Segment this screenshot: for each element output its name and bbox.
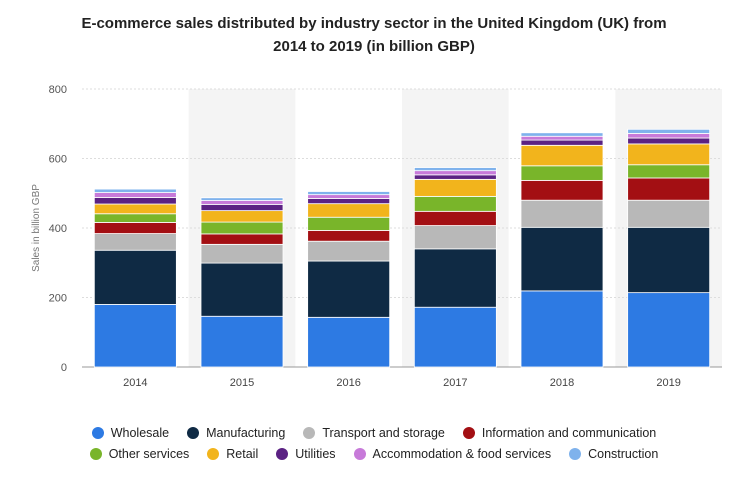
legend-label: Information and communication xyxy=(481,426,657,440)
legend-label: Construction xyxy=(588,447,659,461)
y-tick-label: 800 xyxy=(49,84,67,96)
legend-item-wholesale[interactable]: Wholesale xyxy=(91,426,170,440)
bar-segment-2018-manufacturing xyxy=(520,226,604,292)
legend-label: Transport and storage xyxy=(322,426,445,440)
bar-segment-2016-transport-and-storage xyxy=(307,240,391,262)
bar-segment-2015-accommodation-food-services xyxy=(200,200,284,205)
bar-segment-2017-wholesale xyxy=(413,306,497,368)
bar-segment-2016-utilities xyxy=(307,198,391,205)
legend-dot-icon xyxy=(276,448,289,460)
chart-title: E-commerce sales distributed by industry… xyxy=(0,12,748,58)
bar-segment-2014-utilities xyxy=(93,197,177,205)
bar-segment-2019-other-services xyxy=(627,164,711,179)
bar-segment-2018-utilities xyxy=(520,139,604,146)
legend-dot-icon xyxy=(91,427,104,439)
bar-segment-2016-other-services xyxy=(307,216,391,231)
legend-item-information-and-communication[interactable]: Information and communication xyxy=(462,426,657,440)
legend-item-transport-and-storage[interactable]: Transport and storage xyxy=(303,426,445,440)
chart-title-line-2: 2014 to 2019 (in billion GBP) xyxy=(273,38,475,55)
bar-segment-2016-manufacturing xyxy=(307,260,391,318)
bar-segment-2018-transport-and-storage xyxy=(520,199,604,228)
bar-segment-2016-information-and-communication xyxy=(307,230,391,242)
legend-item-accommodation-food-services[interactable]: Accommodation & food services xyxy=(353,447,552,461)
bar-segment-2018-retail xyxy=(520,144,604,167)
bar-segment-2016-accommodation-food-services xyxy=(307,194,391,199)
legend-item-construction[interactable]: Construction xyxy=(569,447,658,461)
stacked-bar-chart: 0 200 400 600 800 Sales in billion GBP 2014 201… xyxy=(31,84,722,389)
bar-segment-2017-retail xyxy=(413,178,497,197)
bar-segment-2014-wholesale xyxy=(93,304,177,368)
x-tick-label: 2016 xyxy=(336,377,360,389)
legend-label: Utilities xyxy=(295,447,336,461)
bar-segment-2018-other-services xyxy=(520,165,604,181)
bar-segment-2019-accommodation-food-services xyxy=(627,133,711,139)
bar-segment-2016-construction xyxy=(307,191,391,196)
legend-item-retail[interactable]: Retail xyxy=(207,447,258,461)
bar-segment-2017-construction xyxy=(413,167,497,172)
bar-segment-2018-information-and-communication xyxy=(520,179,604,201)
legend-row-1: Wholesale Manufacturing Transport and stor… xyxy=(0,426,748,440)
bar-segment-2018-construction xyxy=(520,132,604,137)
bar-segment-2014-manufacturing xyxy=(93,249,177,305)
bar-segment-2016-retail xyxy=(307,203,391,218)
legend-item-other-services[interactable]: Other services xyxy=(89,447,190,461)
bar-segment-2017-information-and-communication xyxy=(413,210,497,226)
legend-label: Wholesale xyxy=(110,426,170,440)
bar-segment-2019-utilities xyxy=(627,137,711,145)
x-tick-label: 2018 xyxy=(550,377,574,389)
y-axis-title: Sales in billion GBP xyxy=(31,184,42,272)
bar-segment-2015-wholesale xyxy=(200,315,284,368)
legend-dot-icon xyxy=(187,427,200,439)
bar-segment-2017-transport-and-storage xyxy=(413,225,497,250)
legend-label: Manufacturing xyxy=(206,426,286,440)
legend-dot-icon xyxy=(89,448,102,460)
y-tick-label: 600 xyxy=(49,154,67,166)
bar-segment-2019-retail xyxy=(627,143,711,166)
bar-segment-2017-manufacturing xyxy=(413,248,497,308)
legend-dot-icon xyxy=(303,427,316,439)
bar-segment-2014-construction xyxy=(93,188,177,193)
y-tick-label: 200 xyxy=(49,293,67,305)
legend-dot-icon xyxy=(353,448,366,460)
bar-segment-2019-information-and-communication xyxy=(627,177,711,201)
legend-label: Other services xyxy=(108,447,190,461)
bar-segment-2018-accommodation-food-services xyxy=(520,135,604,141)
legend-item-utilities[interactable]: Utilities xyxy=(276,447,336,461)
bar-segment-2015-manufacturing xyxy=(200,262,284,317)
bar-segment-2019-wholesale xyxy=(627,292,711,368)
bar-segment-2016-wholesale xyxy=(307,316,391,368)
y-tick-label: 400 xyxy=(49,223,67,235)
bar-segment-2015-transport-and-storage xyxy=(200,243,284,264)
bar-segment-2014-retail xyxy=(93,203,177,215)
x-tick-label: 2015 xyxy=(230,377,254,389)
bar-segment-2014-information-and-communication xyxy=(93,222,177,234)
legend-item-manufacturing[interactable]: Manufacturing xyxy=(187,426,285,440)
x-tick-label: 2019 xyxy=(656,377,680,389)
bar-segment-2015-other-services xyxy=(200,221,284,235)
x-tick-label: 2014 xyxy=(123,377,147,389)
bar-segment-2014-transport-and-storage xyxy=(93,233,177,251)
bar-segment-2019-transport-and-storage xyxy=(627,199,711,228)
legend-dot-icon xyxy=(207,448,220,460)
legend-label: Accommodation & food services xyxy=(372,447,552,461)
legend-dot-icon xyxy=(569,448,582,460)
bar-segment-2018-wholesale xyxy=(520,290,604,368)
y-tick-label: 0 xyxy=(61,362,67,374)
bar-segment-2019-construction xyxy=(627,128,711,134)
x-tick-label: 2017 xyxy=(443,377,467,389)
bar-segment-2015-information-and-communication xyxy=(200,233,284,245)
legend-label: Retail xyxy=(226,447,259,461)
bar-segment-2017-other-services xyxy=(413,195,497,212)
bar-segment-2017-accommodation-food-services xyxy=(413,170,497,176)
bar-segment-2019-manufacturing xyxy=(627,226,711,294)
legend-dot-icon xyxy=(462,427,475,439)
legend-row-2: Other services Retail Utilities Accommodati… xyxy=(0,447,748,461)
chart-title-line-1: E-commerce sales distributed by industry… xyxy=(81,15,667,32)
bar-segment-2015-utilities xyxy=(200,203,284,212)
bar-segment-2014-accommodation-food-services xyxy=(93,192,177,198)
bar-segment-2015-retail xyxy=(200,210,284,223)
bar-segment-2015-construction xyxy=(200,197,284,201)
bar-segment-2017-utilities xyxy=(413,174,497,180)
bar-segment-2014-other-services xyxy=(93,213,177,223)
